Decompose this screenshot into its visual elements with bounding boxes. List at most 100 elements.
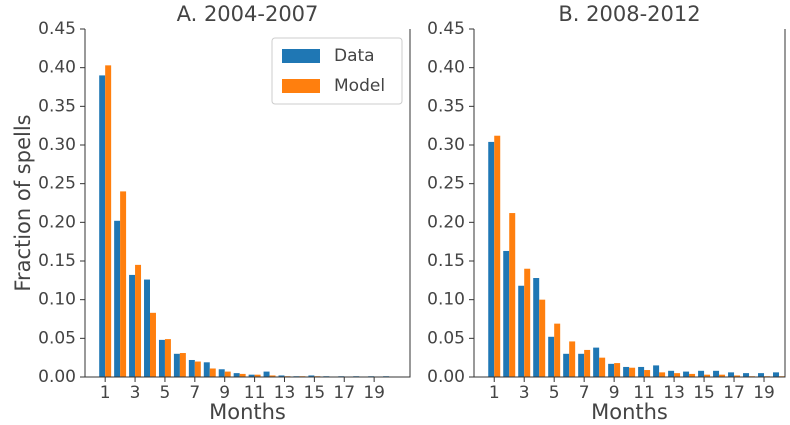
bar (569, 341, 576, 377)
x-tick-label: 17 (723, 383, 745, 403)
bar (659, 372, 666, 377)
axis-spines (84, 29, 411, 378)
bar (689, 373, 696, 377)
y-tick-label: 0.05 (427, 328, 465, 348)
bar (503, 250, 510, 377)
bar (224, 371, 231, 377)
bar (233, 373, 240, 377)
legend-label: Data (334, 46, 375, 66)
bar (150, 312, 156, 377)
x-tick-label: 7 (579, 383, 590, 403)
x-tick-label: 19 (363, 383, 385, 403)
x-tick-label: 1 (100, 383, 111, 403)
x-axis-label: Months (591, 400, 668, 424)
bar (539, 299, 546, 377)
bar (488, 141, 495, 377)
bar (698, 370, 705, 377)
y-tick-label: 0.40 (427, 58, 465, 78)
y-tick-label: 0.45 (38, 19, 76, 39)
bar (674, 373, 681, 377)
bar (135, 264, 142, 377)
y-tick-label: 0.10 (427, 290, 465, 310)
bar (129, 274, 136, 377)
bar (653, 365, 660, 377)
bar (248, 374, 255, 377)
bar (608, 363, 615, 377)
panel-title: A. 2004-2007 (177, 2, 319, 26)
bar (524, 268, 531, 377)
x-tick-label: 3 (519, 383, 530, 403)
bar (773, 372, 780, 377)
axis-spines (473, 29, 786, 378)
bar (188, 359, 195, 377)
bar (218, 369, 225, 377)
bar (494, 135, 501, 377)
bar (533, 278, 540, 377)
y-tick-label: 0.20 (38, 212, 76, 232)
bar (114, 220, 121, 377)
x-tick-label: 9 (609, 383, 620, 403)
x-tick-label: 1 (489, 383, 500, 403)
bar (164, 339, 171, 377)
bar (563, 353, 570, 377)
bar (120, 191, 127, 377)
bar (263, 371, 270, 377)
bar (209, 368, 216, 377)
x-tick-label: 5 (549, 383, 560, 403)
bar (179, 353, 186, 377)
bar (668, 370, 675, 377)
bar (629, 367, 636, 377)
y-tick-label: 0.30 (427, 135, 465, 155)
bar (239, 373, 246, 377)
panel-title: B. 2008-2012 (558, 2, 700, 26)
y-tick-label: 0.10 (38, 290, 76, 310)
y-tick-label: 0.00 (427, 367, 465, 387)
y-tick-label: 0.15 (427, 251, 465, 271)
bar (518, 285, 525, 377)
x-tick-label: 17 (333, 383, 355, 403)
x-tick-label: 11 (244, 383, 266, 403)
x-tick-label: 13 (274, 383, 296, 403)
bar (719, 374, 726, 377)
x-tick-label: 7 (189, 383, 200, 403)
x-tick-label: 9 (219, 383, 230, 403)
bar (713, 370, 720, 377)
bar (554, 323, 561, 377)
x-tick-label: 19 (753, 383, 775, 403)
bar (578, 353, 585, 377)
bar (269, 375, 276, 377)
bar (194, 361, 201, 377)
y-tick-label: 0.45 (427, 19, 465, 39)
y-tick-label: 0.25 (427, 174, 465, 194)
x-tick-label: 3 (130, 383, 141, 403)
y-axis-label: Fraction of spells (11, 114, 35, 291)
y-tick-label: 0.35 (427, 96, 465, 116)
y-tick-label: 0.30 (38, 135, 76, 155)
legend-swatch (282, 49, 320, 63)
bar (254, 374, 261, 377)
bar (584, 349, 591, 377)
x-tick-label: 11 (633, 383, 655, 403)
bar (704, 374, 711, 377)
y-tick-label: 0.15 (38, 251, 76, 271)
bar (638, 366, 645, 377)
legend-swatch (282, 79, 320, 93)
x-tick-label: 5 (160, 383, 171, 403)
y-tick-label: 0.25 (38, 174, 76, 194)
y-tick-label: 0.20 (427, 212, 465, 232)
bar (593, 347, 600, 377)
bar (509, 213, 516, 377)
bar (105, 65, 112, 377)
bar (743, 373, 750, 377)
bar (614, 363, 621, 377)
y-tick-label: 0.00 (38, 367, 76, 387)
bar (158, 339, 165, 377)
x-tick-label: 13 (663, 383, 685, 403)
bar (203, 362, 210, 377)
x-axis-label: Months (209, 400, 286, 424)
bar (623, 366, 630, 377)
bar (548, 336, 555, 377)
bar (144, 279, 150, 377)
bar (99, 75, 106, 378)
